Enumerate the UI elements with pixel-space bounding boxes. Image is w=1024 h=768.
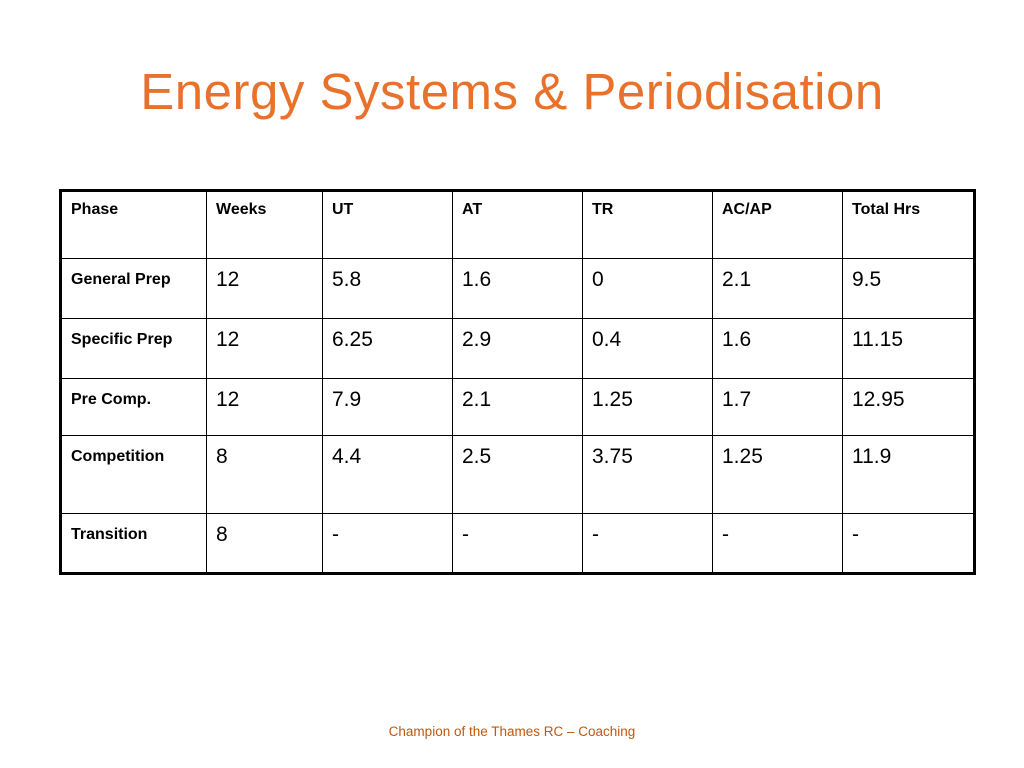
column-header-ut: UT [322, 190, 453, 259]
table-row: Pre Comp. 12 7.9 2.1 1.25 1.7 12.95 [60, 378, 975, 436]
ac-ap-cell: 2.1 [712, 258, 843, 319]
phase-cell: General Prep [60, 258, 207, 319]
weeks-cell: 12 [206, 378, 323, 436]
weeks-cell: 12 [206, 318, 323, 379]
at-cell: 2.9 [452, 318, 583, 379]
at-cell: 2.5 [452, 435, 583, 514]
tr-cell: 0 [582, 258, 713, 319]
phase-cell: Pre Comp. [60, 378, 207, 436]
table-row: Specific Prep 12 6.25 2.9 0.4 1.6 11.15 [60, 318, 975, 379]
at-cell: - [452, 513, 583, 574]
ut-cell: 6.25 [322, 318, 453, 379]
tr-cell: 0.4 [582, 318, 713, 379]
ut-cell: 7.9 [322, 378, 453, 436]
weeks-cell: 8 [206, 435, 323, 514]
ac-ap-cell: 1.6 [712, 318, 843, 379]
total-hrs-cell: 11.9 [842, 435, 975, 514]
ac-ap-cell: 1.25 [712, 435, 843, 514]
ut-cell: 4.4 [322, 435, 453, 514]
phase-cell: Competition [60, 435, 207, 514]
at-cell: 2.1 [452, 378, 583, 436]
column-header-weeks: Weeks [206, 190, 323, 259]
tr-cell: - [582, 513, 713, 574]
weeks-cell: 12 [206, 258, 323, 319]
table-row: General Prep 12 5.8 1.6 0 2.1 9.5 [60, 258, 975, 319]
weeks-cell: 8 [206, 513, 323, 574]
tr-cell: 1.25 [582, 378, 713, 436]
ac-ap-cell: 1.7 [712, 378, 843, 436]
table-row: Transition 8 - - - - - [60, 513, 975, 574]
column-header-total-hrs: Total Hrs [842, 190, 975, 259]
total-hrs-cell: 12.95 [842, 378, 975, 436]
column-header-ac-ap: AC/AP [712, 190, 843, 259]
periodisation-table: Phase Weeks UT AT TR AC/AP Total Hrs Gen… [59, 189, 976, 575]
ac-ap-cell: - [712, 513, 843, 574]
slide-title: Energy Systems & Periodisation [140, 63, 884, 120]
column-header-phase: Phase [60, 190, 207, 259]
total-hrs-cell: - [842, 513, 975, 574]
tr-cell: 3.75 [582, 435, 713, 514]
table-header-row: Phase Weeks UT AT TR AC/AP Total Hrs [60, 190, 975, 259]
at-cell: 1.6 [452, 258, 583, 319]
column-header-tr: TR [582, 190, 713, 259]
ut-cell: - [322, 513, 453, 574]
ut-cell: 5.8 [322, 258, 453, 319]
table-row: Competition 8 4.4 2.5 3.75 1.25 11.9 [60, 435, 975, 514]
phase-cell: Transition [60, 513, 207, 574]
column-header-at: AT [452, 190, 583, 259]
total-hrs-cell: 11.15 [842, 318, 975, 379]
phase-cell: Specific Prep [60, 318, 207, 379]
slide-footer: Champion of the Thames RC – Coaching [388, 724, 636, 739]
total-hrs-cell: 9.5 [842, 258, 975, 319]
